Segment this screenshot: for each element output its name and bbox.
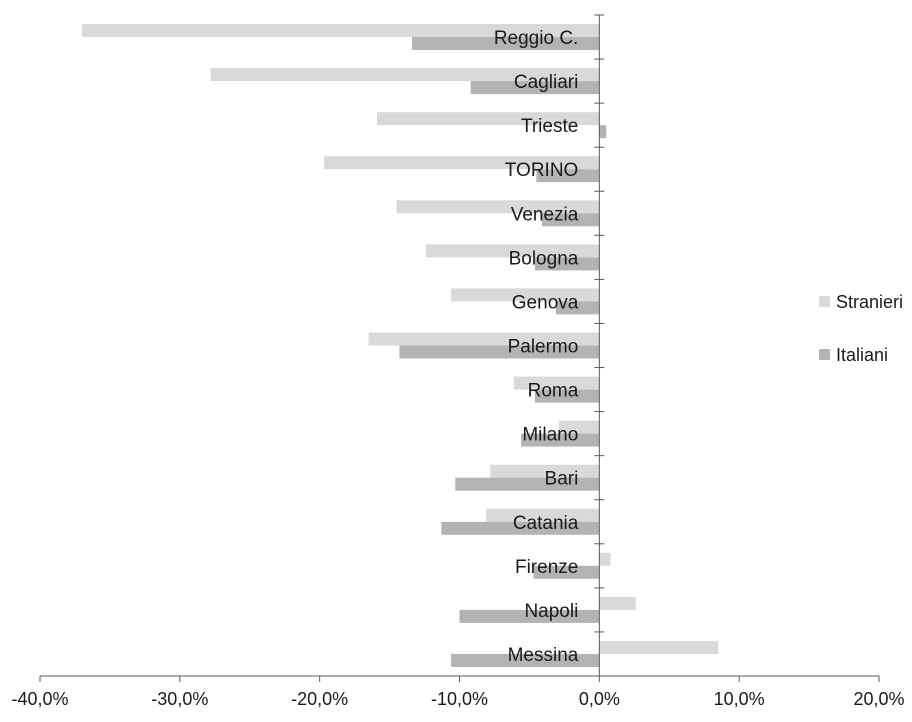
bar-italiani-9 (521, 433, 600, 447)
bar-stranieri-6 (451, 288, 600, 302)
category-label: Milano (522, 425, 578, 446)
bar-stranieri-3 (323, 156, 600, 170)
category-labels: Reggio C. Cagliari Trieste TORINO Venezia Bol… (494, 28, 579, 666)
category-label: Reggio C. (494, 28, 579, 49)
x-tick-label: -20,0% (291, 689, 348, 709)
bar-italiani-13 (459, 609, 600, 623)
x-tick-label: 10,0% (714, 689, 765, 709)
category-label: Palermo (508, 337, 579, 358)
bar-stranieri-10 (490, 464, 600, 478)
legend: Stranieri Italiani (819, 292, 903, 365)
bar-italiani-1 (470, 81, 600, 95)
x-tick-label: 20,0% (853, 689, 904, 709)
bar-italiani-6 (556, 301, 600, 315)
category-label: Cagliari (514, 72, 578, 93)
category-label: Venezia (511, 204, 579, 225)
bar-italiani-2 (599, 125, 607, 139)
category-label: Catania (513, 513, 579, 534)
bar-italiani-14 (451, 654, 600, 667)
bar-stranieri-9 (558, 420, 600, 434)
bar-italiani-5 (535, 257, 600, 271)
x-tick-label: -40,0% (11, 689, 68, 709)
category-label: Napoli (524, 601, 578, 622)
category-label: TORINO (505, 160, 579, 181)
bar-stranieri-5 (425, 244, 600, 258)
x-tick-label: 0,0% (579, 689, 620, 709)
bar-italiani-0 (412, 37, 600, 50)
bar-italiani-4 (542, 213, 600, 227)
category-label: Genova (512, 292, 579, 313)
bar-stranieri-2 (377, 112, 600, 126)
legend-label-italiani: Italiani (836, 345, 888, 365)
bar-italiani-10 (455, 477, 600, 491)
bar-stranieri-7 (368, 332, 600, 346)
axis-layer: -40,0% -30,0% -20,0% -10,0% 0,0% 10,0% 20,0% (11, 14, 905, 709)
bar-stranieri-14 (599, 641, 719, 654)
bar-italiani-8 (535, 389, 600, 403)
x-tick-label: -30,0% (151, 689, 208, 709)
legend-swatch-stranieri (819, 296, 830, 307)
category-label: Roma (528, 381, 579, 402)
bar-stranieri-1 (210, 68, 600, 82)
bar-italiani-12 (533, 565, 600, 579)
category-label: Bari (545, 469, 579, 490)
bar-stranieri-12 (599, 552, 611, 566)
bar-italiani-3 (536, 169, 600, 183)
bar-italiani-7 (399, 345, 600, 359)
category-label: Firenze (515, 557, 578, 578)
category-label: Bologna (509, 248, 579, 269)
legend-swatch-italiani (819, 349, 830, 360)
category-label: Trieste (521, 116, 578, 137)
x-tick-label: -10,0% (431, 689, 488, 709)
legend-label-stranieri: Stranieri (836, 292, 903, 312)
bar-stranieri-13 (599, 596, 636, 610)
bar-stranieri-8 (514, 376, 600, 390)
bar-italiani-11 (441, 521, 600, 535)
bar-stranieri-4 (396, 200, 600, 214)
category-label: Messina (508, 645, 579, 666)
bars-layer (82, 24, 719, 667)
bar-stranieri-11 (486, 508, 600, 522)
bar-stranieri-0 (82, 24, 600, 37)
